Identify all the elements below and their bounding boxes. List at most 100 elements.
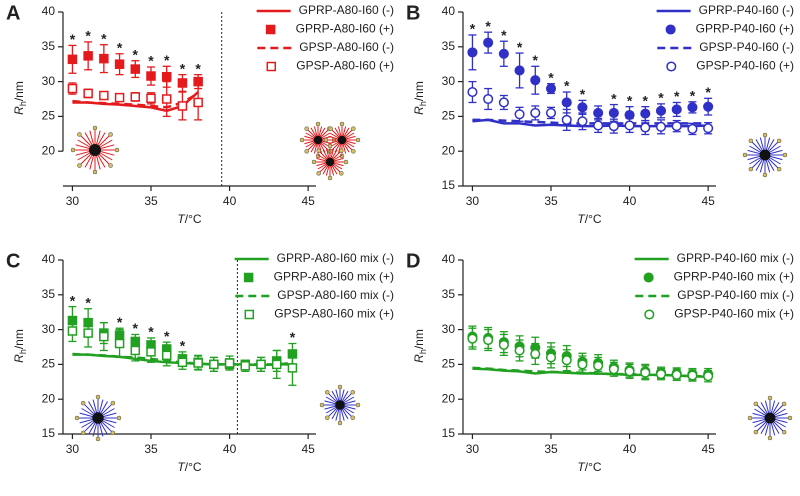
- marker: [130, 64, 141, 74]
- marker: [114, 338, 125, 349]
- panel-label: D: [406, 250, 420, 272]
- significance-mark: *: [133, 320, 139, 336]
- y-tick-label: 40: [442, 4, 456, 18]
- significance-mark: *: [85, 294, 91, 310]
- micelle-end: [762, 132, 768, 138]
- marker: [608, 364, 619, 375]
- x-tick-label: 45: [701, 442, 715, 456]
- y-tick-label: 30: [42, 322, 56, 336]
- legend-label: GPRP-A80-I60 mix (-): [277, 251, 394, 265]
- marker: [467, 86, 478, 98]
- micelle-end: [80, 400, 86, 406]
- y-tick-label: 35: [442, 39, 456, 53]
- micelle-core: [337, 135, 347, 145]
- x-tick-label: 30: [466, 442, 480, 456]
- panel-label: B: [406, 2, 420, 24]
- marker: [67, 54, 78, 65]
- marker: [161, 94, 172, 104]
- marker: [671, 369, 682, 380]
- micelle-end: [304, 149, 309, 154]
- y-tick-label: 20: [442, 143, 456, 157]
- x-tick-label: 35: [544, 442, 558, 456]
- marker: [593, 107, 604, 118]
- y-tick-label: 35: [42, 287, 56, 301]
- marker: [530, 348, 541, 360]
- marker: [577, 359, 588, 370]
- marker: [561, 97, 572, 108]
- y-label-subscript: h: [418, 349, 428, 354]
- micelle-end: [351, 126, 356, 131]
- micelle-end: [95, 394, 101, 400]
- micelle-icon: [74, 394, 122, 442]
- x-tick-label: 35: [144, 194, 158, 208]
- significance-mark: *: [564, 78, 570, 94]
- x-label-unit: /°C: [185, 460, 202, 474]
- y-tick-label: 30: [442, 74, 456, 88]
- x-tick-label: 35: [544, 194, 558, 208]
- micelle-end: [116, 415, 122, 421]
- marker: [193, 97, 203, 108]
- significance-mark: *: [290, 329, 296, 345]
- legend-label: GPRP-P40-I60 (-): [699, 3, 794, 17]
- marker: [577, 102, 588, 113]
- marker: [577, 116, 588, 127]
- y-label-unit: /nm: [412, 329, 426, 349]
- y-label-symbol: R: [412, 354, 426, 363]
- marker: [545, 83, 557, 94]
- micelle-core: [92, 412, 104, 424]
- micelle-end: [316, 171, 321, 176]
- y-label-unit: /nm: [12, 329, 26, 349]
- micelle-end: [747, 415, 753, 421]
- marker: [177, 357, 188, 368]
- marker: [545, 352, 557, 363]
- y-tick-label: 15: [442, 426, 456, 440]
- series-line: [472, 366, 709, 378]
- y-tick-label: 25: [442, 357, 456, 371]
- micelle-end: [110, 400, 116, 406]
- micelle-end: [351, 149, 356, 154]
- marker: [483, 37, 494, 48]
- x-label-symbol: T: [577, 212, 586, 226]
- marker: [161, 350, 172, 361]
- series-line: [472, 118, 709, 128]
- marker: [146, 71, 156, 81]
- y-tick-label: 30: [442, 322, 456, 336]
- micelle-end: [337, 384, 343, 390]
- legend-label: GPSP-P40-I60 (-): [699, 40, 794, 54]
- x-label-unit: /°C: [585, 460, 602, 474]
- significance-mark: *: [148, 53, 154, 69]
- marker: [608, 121, 619, 132]
- significance-mark: *: [627, 92, 633, 108]
- legend-swatch: [644, 309, 655, 320]
- legend-label: GPSP-P40-I60 mix (+): [674, 307, 794, 321]
- micelle-icon: [742, 132, 788, 178]
- marker: [271, 359, 282, 370]
- y-label-subscript: h: [418, 101, 428, 106]
- significance-mark: *: [164, 52, 170, 68]
- marker: [161, 71, 172, 82]
- micelle-end: [350, 415, 355, 420]
- marker: [624, 120, 635, 131]
- marker: [177, 101, 188, 111]
- y-tick-label: 25: [42, 357, 56, 371]
- significance-mark: *: [180, 60, 186, 76]
- marker: [114, 59, 125, 69]
- micelle-end: [781, 429, 787, 435]
- x-tick-label: 35: [144, 442, 158, 456]
- marker: [240, 361, 251, 371]
- micelle-end: [355, 137, 361, 143]
- panel-label: A: [6, 2, 20, 24]
- micelle-end: [748, 166, 754, 172]
- micelle-end: [110, 430, 116, 436]
- marker: [655, 369, 667, 380]
- micelle-end: [77, 132, 82, 137]
- y-label-symbol: R: [412, 106, 426, 115]
- micelle-end: [753, 429, 759, 435]
- marker: [483, 93, 494, 105]
- micelle-end: [767, 395, 773, 401]
- y-label-unit: /nm: [412, 81, 426, 101]
- x-tick-label: 40: [223, 442, 237, 456]
- marker: [671, 104, 682, 115]
- legend-swatch: [666, 61, 677, 72]
- marker: [687, 102, 698, 113]
